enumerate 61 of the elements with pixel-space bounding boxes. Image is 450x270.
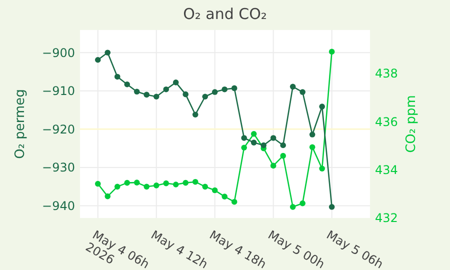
y-tick-label: −920	[42, 122, 75, 136]
y2-axis-title: CO₂ ppm	[404, 95, 419, 153]
point	[172, 182, 179, 188]
point	[163, 86, 170, 92]
point	[192, 112, 198, 118]
y-tick-label: −910	[42, 84, 75, 98]
point	[134, 88, 140, 95]
point	[231, 85, 238, 92]
y-tick-label: −900	[42, 46, 75, 60]
point	[241, 135, 247, 141]
y-tick-label: −940	[42, 198, 75, 213]
point	[241, 144, 247, 151]
point	[300, 200, 306, 206]
point	[114, 184, 120, 190]
point	[319, 166, 325, 172]
point	[144, 184, 150, 190]
point	[104, 193, 111, 200]
point	[172, 80, 179, 86]
point	[231, 198, 238, 205]
point	[290, 84, 296, 90]
y-axis-title: O₂ permeg	[13, 89, 28, 159]
y-tick-label: −930	[42, 160, 75, 175]
point	[212, 89, 218, 95]
point	[328, 204, 335, 210]
point	[202, 94, 208, 100]
point	[104, 50, 111, 56]
point	[124, 81, 130, 88]
y2-tick-label: 436	[375, 114, 398, 129]
point	[290, 204, 296, 210]
point	[270, 135, 276, 141]
point	[270, 162, 276, 169]
y2-tick-label: 434	[375, 162, 398, 177]
point	[94, 56, 101, 63]
point	[182, 180, 188, 186]
point	[182, 91, 188, 98]
point	[153, 182, 160, 188]
point	[309, 144, 316, 150]
point	[153, 94, 160, 100]
point	[124, 180, 130, 186]
point	[280, 152, 286, 159]
chart-title: O₂ and CO₂	[183, 5, 267, 23]
point	[134, 180, 140, 186]
point	[250, 130, 257, 137]
point	[192, 178, 198, 185]
point	[144, 92, 150, 98]
point	[163, 180, 170, 186]
point	[202, 184, 208, 190]
point	[328, 48, 335, 55]
point	[280, 142, 286, 148]
point	[94, 180, 101, 187]
point	[222, 194, 228, 200]
point	[250, 140, 257, 146]
point	[300, 89, 306, 95]
point	[260, 142, 266, 148]
point	[114, 74, 120, 80]
point	[319, 104, 325, 110]
point	[222, 86, 228, 92]
point	[309, 132, 316, 138]
y2-tick-label: 432	[375, 211, 398, 226]
point	[212, 187, 218, 194]
y2-tick-label: 438	[375, 66, 398, 81]
